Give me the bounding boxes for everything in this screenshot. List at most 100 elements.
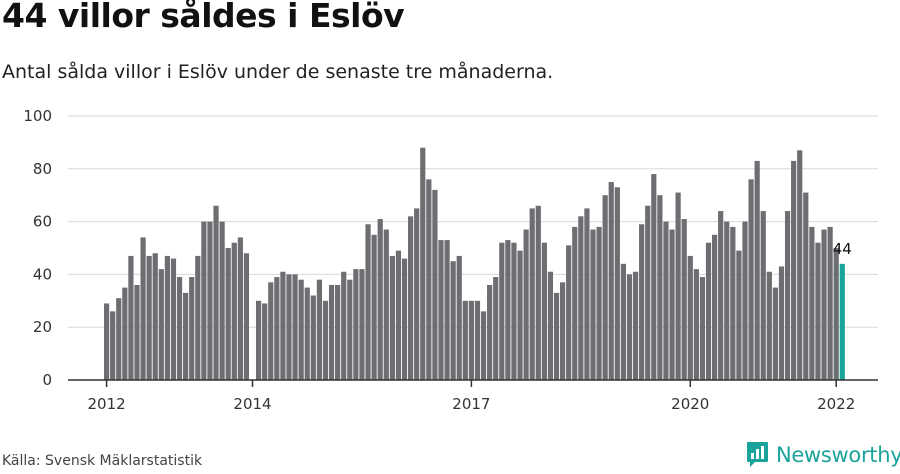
bar xyxy=(280,271,286,380)
bar xyxy=(809,226,815,380)
bar-highlight xyxy=(839,263,845,380)
x-tick-label: 2020 xyxy=(671,395,709,413)
bar xyxy=(432,189,438,380)
bar xyxy=(705,242,712,380)
bar xyxy=(140,237,146,380)
y-tick-label: 100 xyxy=(23,107,52,125)
highlight-value-label: 44 xyxy=(833,240,852,258)
bar xyxy=(371,234,377,380)
bar xyxy=(748,179,754,380)
bar xyxy=(493,277,499,380)
x-axis-labels: 2012 2014 2017 2020 2022 xyxy=(88,395,856,413)
bar xyxy=(736,250,742,380)
y-tick-label: 0 xyxy=(42,371,52,389)
bar xyxy=(468,300,474,380)
y-axis-labels: 0 20 40 60 80 100 xyxy=(23,107,52,389)
bar xyxy=(256,300,262,380)
bar xyxy=(517,250,523,380)
bar xyxy=(195,255,201,380)
bar xyxy=(438,240,444,380)
x-tick-label: 2012 xyxy=(88,395,126,413)
bar xyxy=(170,258,177,380)
bar xyxy=(286,274,292,380)
bar xyxy=(408,216,414,380)
bar xyxy=(791,160,797,380)
bar xyxy=(669,229,675,380)
bar xyxy=(584,208,590,380)
bar xyxy=(632,271,639,380)
y-tick-label: 20 xyxy=(33,318,52,336)
bar xyxy=(134,284,140,380)
bar xyxy=(724,221,730,380)
bar xyxy=(760,211,766,380)
bar xyxy=(176,277,183,380)
bar xyxy=(547,271,554,380)
bar xyxy=(772,287,778,380)
bar xyxy=(225,248,231,380)
brand-name: Newsworthy xyxy=(776,442,900,467)
bar xyxy=(414,208,420,380)
bar xyxy=(183,292,189,380)
bar xyxy=(377,218,383,380)
bar xyxy=(815,242,821,380)
bar xyxy=(645,205,651,380)
bar xyxy=(699,277,706,380)
bar xyxy=(335,284,341,380)
bar xyxy=(158,269,164,380)
bar xyxy=(274,277,280,380)
bar xyxy=(243,253,250,380)
bar xyxy=(298,279,304,380)
bar xyxy=(146,255,152,380)
bar xyxy=(395,250,402,380)
bar xyxy=(596,226,602,380)
bar xyxy=(730,226,736,380)
bar xyxy=(754,160,760,380)
bar xyxy=(462,300,468,380)
bar-chart: 0 20 40 60 80 100 2012 2014 2017 2020 2022 44 xyxy=(23,107,878,413)
bar xyxy=(152,253,158,380)
bar xyxy=(681,218,687,380)
bar xyxy=(602,195,608,380)
bar xyxy=(657,195,663,380)
bars xyxy=(104,147,845,380)
bar xyxy=(784,211,791,380)
bar xyxy=(499,242,505,380)
bar xyxy=(712,234,718,380)
bar xyxy=(833,248,839,380)
bar xyxy=(614,187,620,380)
bar xyxy=(620,263,626,380)
bar xyxy=(541,242,547,380)
bar xyxy=(778,266,785,380)
x-tick-label: 2014 xyxy=(233,395,271,413)
bar xyxy=(304,287,310,380)
y-tick-label: 80 xyxy=(33,160,52,178)
bar xyxy=(237,237,243,380)
bar xyxy=(213,205,219,380)
x-axis xyxy=(68,379,878,387)
bar xyxy=(663,221,669,380)
bar xyxy=(322,300,329,380)
bar xyxy=(718,211,724,380)
bar xyxy=(383,229,389,380)
source-note: Källa: Svensk Mäklarstatistik xyxy=(2,453,203,469)
bar xyxy=(474,300,481,380)
bar xyxy=(128,255,134,380)
bar xyxy=(572,226,578,380)
brand-logo[interactable]: Newsworthy xyxy=(746,441,900,468)
bar xyxy=(328,284,335,380)
bar xyxy=(693,269,699,380)
bar xyxy=(347,279,353,380)
bar xyxy=(110,311,116,380)
bar xyxy=(365,224,371,380)
bar xyxy=(529,208,535,380)
chart-subtitle: Antal sålda villor i Eslöv under de sena… xyxy=(2,61,554,83)
bar xyxy=(590,229,596,380)
x-tick-label: 2022 xyxy=(817,395,855,413)
bar xyxy=(639,224,645,380)
bar xyxy=(608,182,614,380)
bar xyxy=(316,279,322,380)
bar xyxy=(444,240,450,380)
bar xyxy=(480,311,487,380)
bar xyxy=(675,192,681,380)
bar xyxy=(353,269,359,380)
